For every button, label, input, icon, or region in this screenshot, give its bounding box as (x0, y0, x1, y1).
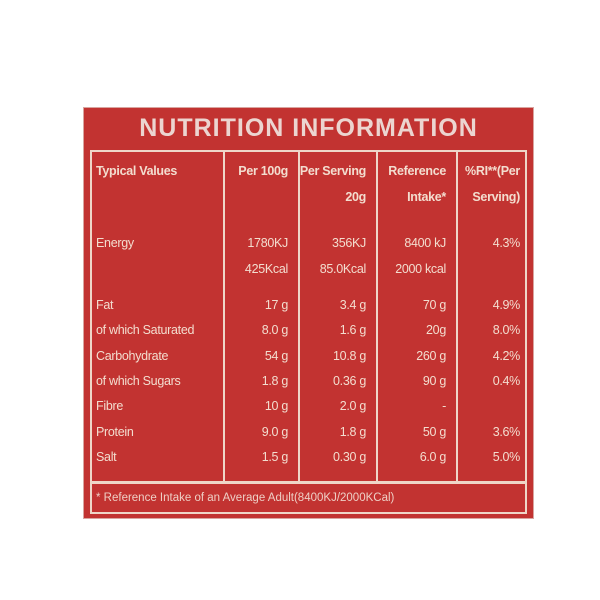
per-serving-value: 3.4 g (339, 298, 367, 312)
reference-intake-value: 50 g (422, 424, 446, 439)
row-label: Carbohydrate (96, 348, 169, 363)
reference-intake-value: 70 g (422, 298, 446, 312)
per-serving-value: 1.8 g (339, 424, 367, 439)
column-header: Typical Values (96, 164, 178, 178)
column-header: Per Serving (299, 164, 366, 178)
ri-percent-value: 0.4% (492, 373, 521, 388)
per-serving-value: 0.36 g (333, 373, 366, 388)
column-divider (456, 150, 458, 481)
ri-percent-value: 5.0% (492, 449, 521, 464)
per-serving-value: 1.6 g (339, 323, 367, 338)
column-header: %RI**(Per (465, 164, 520, 178)
per-100g-value: 17 g (264, 298, 288, 312)
column-header: Serving) (472, 190, 520, 204)
per-100g-value: 9.0 g (261, 424, 289, 439)
per-serving-value: 10.8 g (333, 348, 366, 363)
ri-percent-value: 8.0% (492, 323, 521, 338)
per-100g-value: 1.8 g (261, 373, 289, 388)
column-header: Reference (388, 164, 446, 178)
ri-percent-value: 3.6% (492, 424, 521, 439)
reference-intake-value: 260 g (416, 348, 446, 363)
per-100g-value: 8.0 g (261, 323, 289, 338)
footnote: * Reference Intake of an Average Adult(8… (96, 492, 395, 504)
column-divider (223, 150, 225, 481)
label-title: NUTRITION INFORMATION (139, 114, 478, 142)
per-100g-value: 54 g (264, 348, 288, 363)
row-label: of which Sugars (96, 373, 181, 388)
per-100g-value: 1.5 g (261, 449, 289, 464)
row-label: Protein (96, 424, 134, 439)
reference-intake-value: 90 g (422, 373, 446, 388)
reference-intake-value: 20g (426, 323, 446, 338)
footnote-frame (90, 482, 527, 514)
energy-value: 2000 kcal (395, 262, 446, 276)
row-label: Salt (96, 449, 117, 464)
energy-value: 85.0Kcal (319, 262, 367, 276)
reference-intake-value: 6.0 g (419, 449, 447, 464)
column-divider (298, 150, 300, 481)
row-label: of which Saturated (96, 323, 195, 338)
per-100g-value: 10 g (264, 399, 288, 414)
per-serving-value: 2.0 g (339, 399, 367, 414)
column-divider (376, 150, 378, 481)
table-frame (90, 150, 527, 483)
per-serving-value: 0.30 g (333, 449, 366, 464)
reference-intake-value: - (442, 399, 446, 414)
column-header: 20g (345, 190, 366, 204)
ri-percent-value: 4.2% (492, 348, 521, 363)
energy-value: 356KJ (332, 236, 366, 250)
energy-value: 1780KJ (247, 236, 288, 250)
energy-ri-percent: 4.3% (492, 236, 521, 250)
column-header: Intake* (407, 190, 446, 204)
row-label: Energy (96, 236, 134, 250)
nutrition-label: NUTRITION INFORMATION Typical Values Per … (83, 107, 534, 519)
row-label: Fibre (96, 399, 123, 414)
energy-value: 425Kcal (244, 262, 288, 276)
energy-value: 8400 kJ (404, 236, 446, 250)
row-label: Fat (96, 298, 114, 312)
ri-percent-value: 4.9% (492, 298, 521, 312)
column-header: Per 100g (238, 164, 288, 178)
